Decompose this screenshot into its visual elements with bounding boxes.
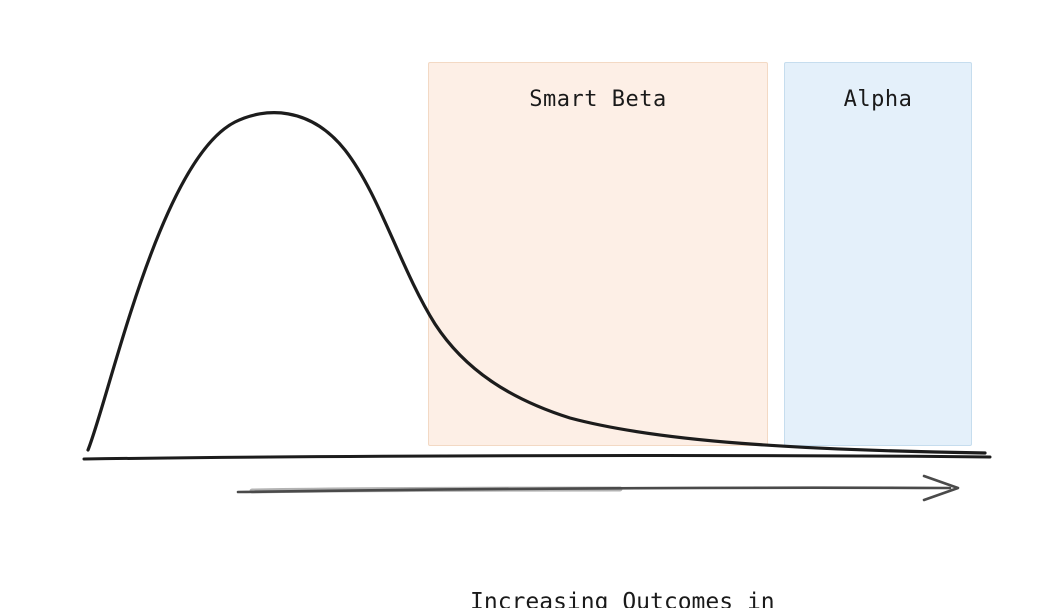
x-axis-caption-line1: Increasing Outcomes in (470, 589, 775, 608)
alpha-label: Alpha (843, 87, 913, 112)
x-axis-caption: Increasing Outcomes in Private Markets (470, 520, 775, 608)
x-axis-line (82, 454, 992, 461)
direction-arrow-head (922, 474, 960, 502)
smart-beta-label: Smart Beta (529, 87, 667, 112)
direction-arrow-shaft (236, 486, 952, 494)
direction-arrow-inner (249, 486, 623, 494)
alpha-region: Alpha (784, 62, 972, 446)
smart-beta-region: Smart Beta (428, 62, 768, 446)
